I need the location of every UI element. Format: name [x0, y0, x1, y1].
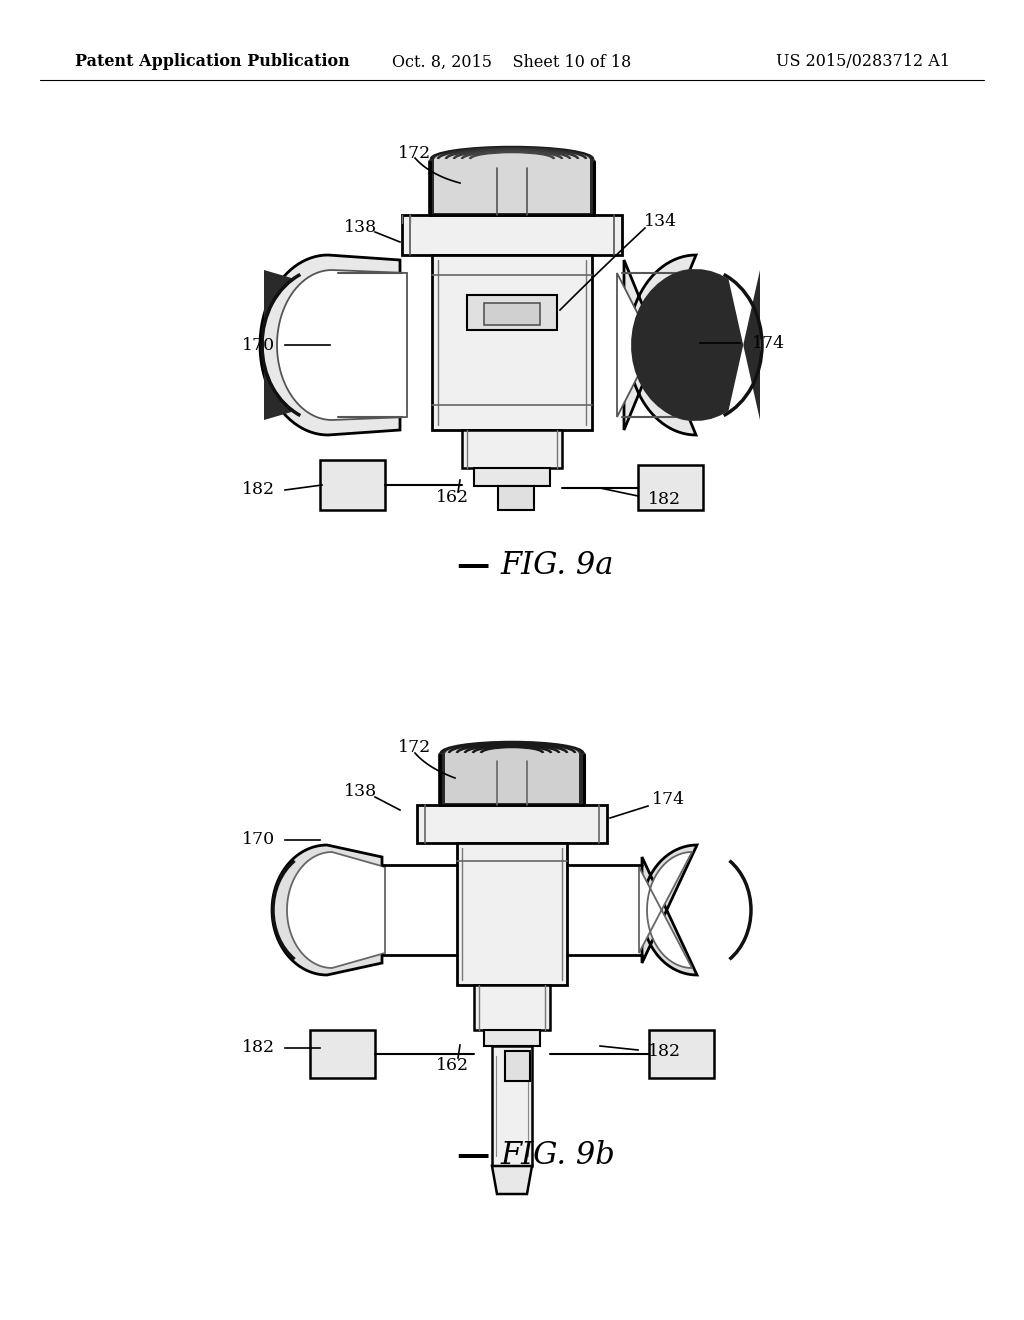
Polygon shape — [624, 255, 696, 436]
Polygon shape — [428, 148, 596, 215]
Polygon shape — [260, 255, 400, 436]
Polygon shape — [272, 845, 382, 975]
Text: FIG. 9b: FIG. 9b — [500, 1139, 614, 1171]
Bar — [474, 469, 550, 486]
Text: Oct. 8, 2015    Sheet 10 of 18: Oct. 8, 2015 Sheet 10 of 18 — [392, 54, 632, 70]
Bar — [467, 294, 557, 330]
Polygon shape — [617, 271, 692, 420]
Text: Patent Application Publication: Patent Application Publication — [75, 54, 350, 70]
Text: 182: 182 — [648, 491, 682, 508]
Bar — [638, 465, 703, 510]
Text: —: — — [457, 1138, 490, 1172]
Polygon shape — [287, 851, 385, 968]
Text: 138: 138 — [343, 784, 377, 800]
Bar — [484, 304, 540, 325]
Bar — [498, 486, 534, 510]
Bar — [492, 1045, 532, 1166]
Bar — [457, 843, 567, 985]
Bar — [462, 430, 562, 469]
Bar — [649, 1030, 714, 1078]
Text: 138: 138 — [343, 219, 377, 235]
Polygon shape — [492, 1166, 532, 1195]
Bar — [319, 459, 385, 510]
Text: 162: 162 — [436, 488, 470, 506]
Text: 182: 182 — [242, 482, 274, 499]
Text: 170: 170 — [242, 832, 274, 849]
Polygon shape — [263, 271, 296, 420]
Text: 170: 170 — [242, 337, 274, 354]
Text: 134: 134 — [643, 214, 677, 231]
Bar — [484, 1030, 540, 1045]
Text: 174: 174 — [752, 334, 784, 351]
Bar — [432, 255, 592, 430]
Text: US 2015/0283712 A1: US 2015/0283712 A1 — [776, 54, 950, 70]
Bar — [417, 805, 607, 843]
Polygon shape — [402, 215, 622, 255]
Text: FIG. 9a: FIG. 9a — [500, 549, 613, 581]
Polygon shape — [642, 845, 697, 975]
Text: 174: 174 — [651, 792, 685, 808]
Polygon shape — [438, 742, 586, 805]
Polygon shape — [434, 147, 590, 213]
Text: 162: 162 — [436, 1056, 470, 1073]
Polygon shape — [445, 742, 579, 803]
Bar — [474, 985, 550, 1030]
Text: 172: 172 — [398, 739, 432, 756]
Text: 182: 182 — [648, 1044, 682, 1060]
Bar — [505, 1051, 530, 1081]
Polygon shape — [639, 851, 692, 968]
Polygon shape — [278, 271, 407, 420]
Text: 182: 182 — [242, 1040, 274, 1056]
Text: —: — — [457, 549, 490, 582]
Bar — [310, 1030, 375, 1078]
Polygon shape — [631, 269, 760, 421]
Text: 172: 172 — [398, 144, 432, 161]
